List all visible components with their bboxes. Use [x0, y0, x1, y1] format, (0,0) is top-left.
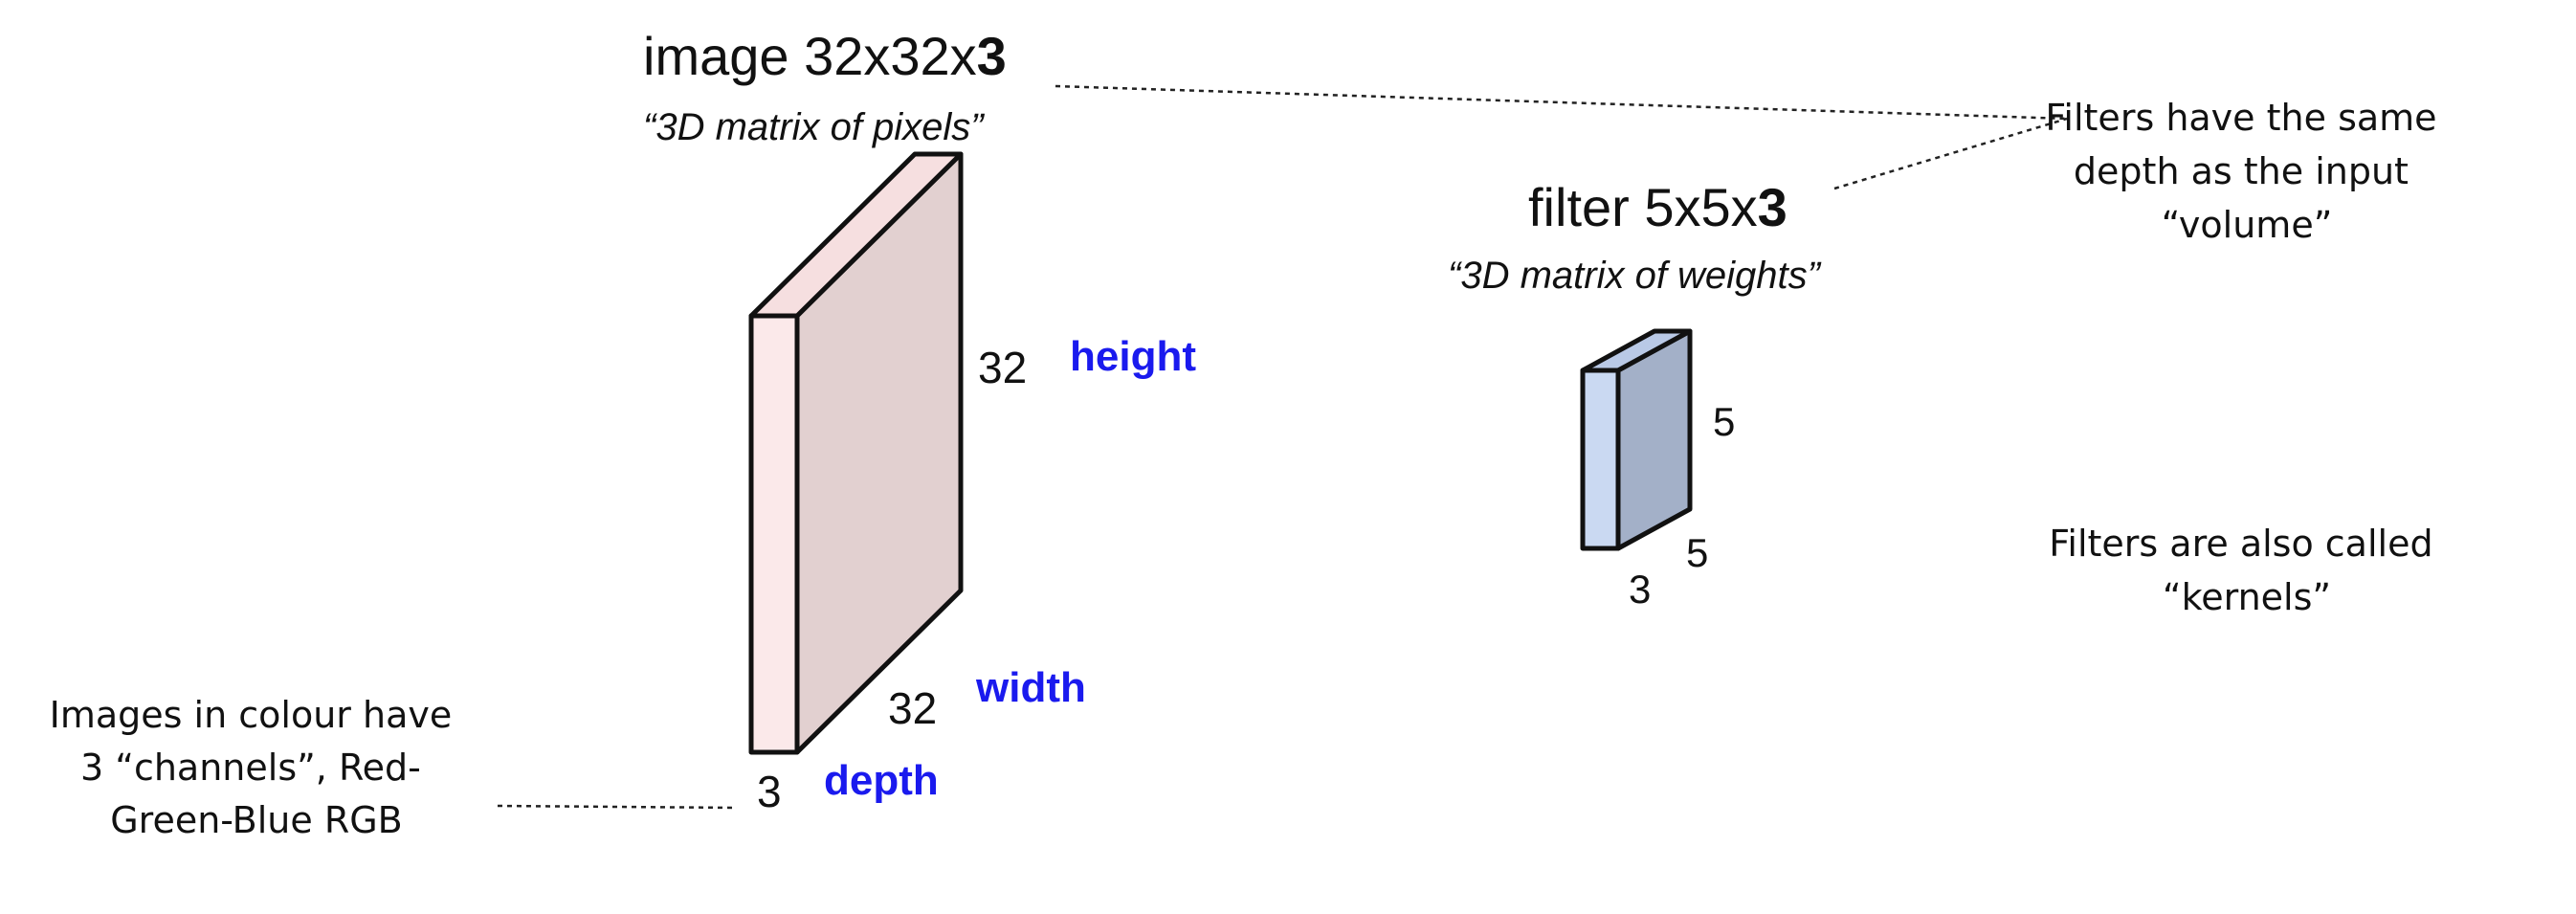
leader-line-channels-to-depth [497, 804, 738, 810]
image-width-value: 32 [888, 683, 937, 733]
filter-height-value: 5 [1713, 399, 1735, 444]
image-subtitle: “3D matrix of pixels” [643, 106, 985, 148]
image-width-word: width [975, 664, 1086, 711]
leader-line-filter-to-note [1833, 117, 2068, 190]
note-colour-channels-line-2: 3 “channels”, Red- [80, 747, 421, 789]
note-same-depth-line-2: depth as the input [2074, 150, 2409, 192]
filter-depth-value: 3 [1629, 567, 1651, 612]
image-title-prefix: image 32x32x [643, 26, 977, 86]
image-title-depth: 3 [977, 26, 1007, 86]
filter-title-prefix: filter 5x5x [1528, 177, 1758, 237]
image-title: image 32x32x3 [643, 26, 1007, 86]
image-height-value: 32 [978, 343, 1027, 392]
note-colour-channels-line-1: Images in colour have [50, 694, 453, 736]
note-same-depth-line-3: “volume” [2162, 204, 2333, 246]
image-height-word: height [1070, 333, 1196, 380]
filter-title: filter 5x5x3 [1528, 177, 1788, 237]
image-depth-word: depth [824, 757, 939, 804]
note-same-depth: Filters have the same depth as the input… [2045, 97, 2448, 246]
note-kernels-line-1: Filters are also called [2049, 523, 2432, 565]
filter-title-depth: 3 [1758, 177, 1788, 237]
leader-line-image-to-note [1055, 84, 2068, 121]
image-volume [748, 151, 964, 755]
note-colour-channels-line-3: Green-Blue RGB [110, 799, 403, 841]
filter-width-value: 5 [1686, 530, 1708, 575]
filter-volume-front-face [1580, 368, 1621, 551]
note-kernels-line-2: “kernels” [2163, 576, 2331, 618]
note-kernels: Filters are also called “kernels” [2049, 523, 2444, 618]
filter-volume [1580, 328, 1693, 551]
filter-subtitle: “3D matrix of weights” [1448, 255, 1822, 297]
note-same-depth-line-1: Filters have the same [2045, 97, 2436, 139]
image-volume-front-face [748, 313, 800, 755]
note-colour-channels: Images in colour have 3 “channels”, Red-… [50, 694, 464, 841]
image-depth-value: 3 [757, 767, 782, 816]
